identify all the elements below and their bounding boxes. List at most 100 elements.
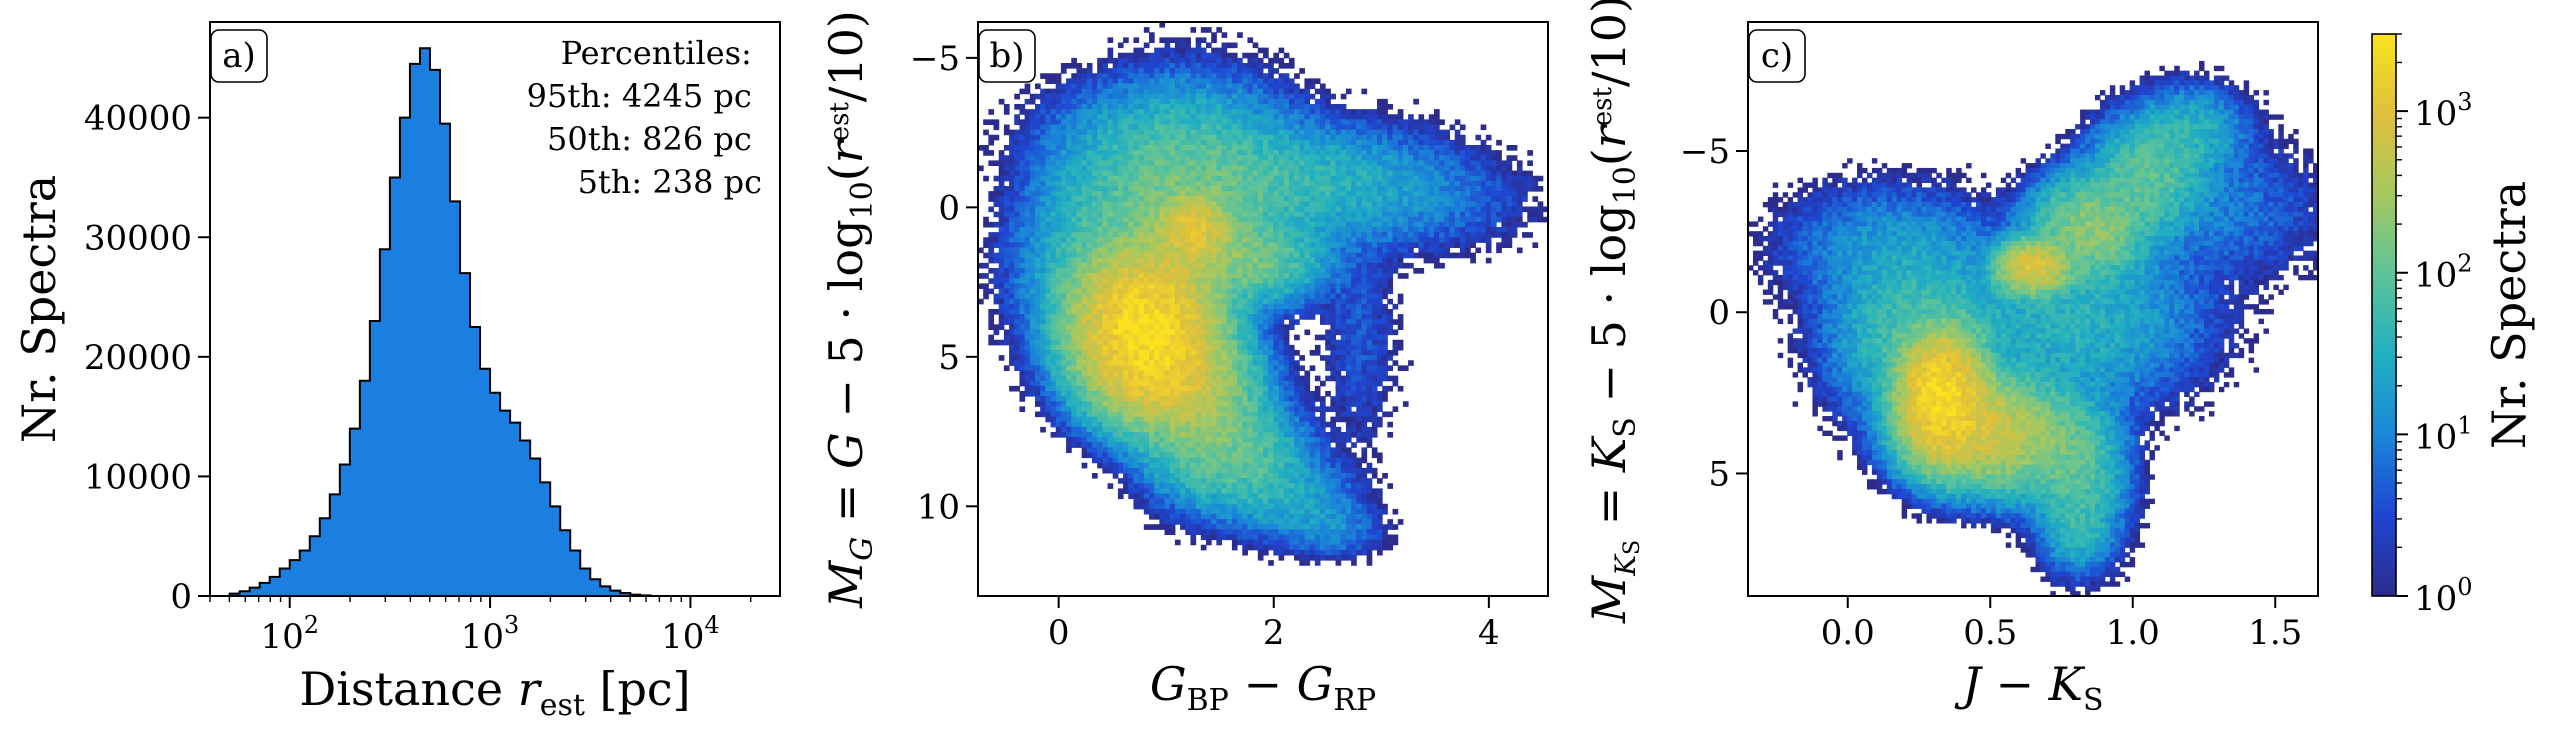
panel-b-cell	[1263, 88, 1269, 95]
panel-b-cell	[1180, 180, 1186, 187]
panel-b-cell	[1159, 303, 1166, 310]
panel-b-cell	[1226, 247, 1233, 254]
panel-b-cell	[1003, 124, 1010, 131]
panel-b-cell	[1185, 145, 1191, 151]
panel-b-cell	[1491, 206, 1497, 213]
panel-b-cell	[1485, 150, 1492, 156]
panel-b-cell	[978, 283, 984, 290]
panel-b-cell	[1247, 104, 1254, 110]
panel-b-cell	[1434, 129, 1440, 136]
panel-b-cell	[978, 262, 984, 269]
panel-b-cell	[1309, 139, 1316, 146]
panel-b-cell	[1237, 93, 1243, 100]
panel-a-xtick-label: 102	[260, 611, 319, 657]
panel-b-cell	[1009, 175, 1015, 182]
panel-b-cell	[1439, 186, 1445, 192]
panel-b-cell	[1092, 206, 1098, 213]
panel-b-cell	[1392, 247, 1399, 254]
panel-b-cell	[1185, 334, 1191, 341]
panel-b-cell	[1003, 170, 1010, 177]
panel-b-cell	[1408, 227, 1414, 233]
panel-b-cell	[1159, 268, 1166, 274]
panel-b-cell	[1345, 262, 1352, 269]
panel-b-cell	[1159, 52, 1166, 59]
panel-b-cell	[998, 196, 1005, 202]
panel-b-cell	[1299, 298, 1305, 305]
panel-b-cell	[1029, 247, 1036, 254]
panel-b-cell	[1330, 324, 1337, 331]
panel-b-cell	[1278, 150, 1285, 156]
panel-b-cell	[1071, 191, 1077, 197]
panel-b-cell	[1377, 324, 1383, 331]
panel-b-cell	[1045, 288, 1052, 295]
panel-b-cell	[1226, 175, 1233, 182]
panel-b-cell	[1040, 216, 1046, 223]
panel-b-cell	[1247, 237, 1254, 243]
panel-b-cell	[1133, 165, 1140, 172]
panel-b-cell	[1014, 160, 1020, 167]
panel-b-cell	[1024, 170, 1031, 177]
panel-b-cell	[1226, 191, 1233, 197]
panel-b-cell	[1045, 247, 1052, 254]
panel-b-cell	[1299, 114, 1305, 120]
panel-b-cell	[1060, 242, 1067, 249]
panel-b-cell	[1190, 47, 1197, 54]
panel-b-cell	[1408, 175, 1414, 182]
panel-b-cell	[1242, 196, 1248, 202]
panel-b-cell	[1174, 73, 1181, 79]
panel-b-cell	[1330, 119, 1337, 126]
panel-b-cell	[1081, 268, 1088, 274]
panel-b-cell	[1211, 221, 1217, 228]
histogram-bar	[329, 494, 341, 596]
panel-b-cell	[1345, 329, 1352, 336]
panel-b-cell	[1459, 134, 1466, 141]
panel-b-cell	[1143, 93, 1150, 100]
panel-b-cell	[1428, 257, 1435, 264]
panel-b-cell	[1097, 104, 1103, 110]
panel-b-cell	[1133, 273, 1140, 279]
panel-b-cell	[1216, 303, 1223, 310]
panel-b-cell	[1439, 262, 1445, 269]
panel-b-cell	[1377, 191, 1383, 197]
panel-b-cell	[1294, 114, 1300, 120]
panel-b-cell	[1092, 273, 1098, 279]
panel-b-cell	[1086, 293, 1093, 300]
panel-b-cell	[1371, 119, 1378, 126]
panel-b-cell	[1439, 150, 1445, 156]
panel-b-cell	[1195, 278, 1202, 284]
panel-b-cell	[1149, 319, 1155, 325]
panel-b-cell	[1402, 186, 1409, 192]
panel-b-cell	[1309, 134, 1316, 141]
panel-b-cell	[1019, 109, 1026, 115]
panel-b-cell	[1418, 160, 1425, 167]
panel-b-cell	[1423, 170, 1430, 177]
panel-b-cell	[1283, 221, 1290, 228]
panel-b-cell	[1330, 134, 1337, 141]
panel-b-cell	[1133, 262, 1140, 269]
panel-b-cell	[1019, 206, 1026, 213]
panel-b-cell	[1164, 93, 1171, 100]
panel-b-cell	[1268, 196, 1274, 202]
panel-b-cell	[1123, 303, 1129, 310]
panel-b-cell	[1330, 319, 1337, 325]
panel-b-cell	[1252, 57, 1259, 64]
panel-b-cell	[1206, 68, 1212, 74]
panel-b-cell	[978, 273, 984, 279]
panel-b-cell	[1283, 309, 1290, 315]
panel-b-cell	[1516, 186, 1523, 192]
panel-b-cell	[1174, 68, 1181, 74]
panel-b-cell	[1206, 119, 1212, 126]
panel-b-cell	[1444, 150, 1451, 156]
panel-b-cell	[1257, 221, 1264, 228]
panel-b-cell	[1278, 104, 1285, 110]
panel-b-cell	[1143, 262, 1150, 269]
panel-b-cell	[1180, 37, 1186, 44]
panel-b-cell	[1123, 206, 1129, 213]
panel-b-cell	[1257, 104, 1264, 110]
panel-b-cell	[1288, 170, 1295, 177]
panel-b-cell	[1226, 186, 1233, 192]
panel-b-cell	[1009, 324, 1015, 331]
panel-b-cell	[1444, 247, 1451, 254]
panel-b-cell	[1304, 160, 1311, 167]
panel-b-cell	[1112, 186, 1119, 192]
